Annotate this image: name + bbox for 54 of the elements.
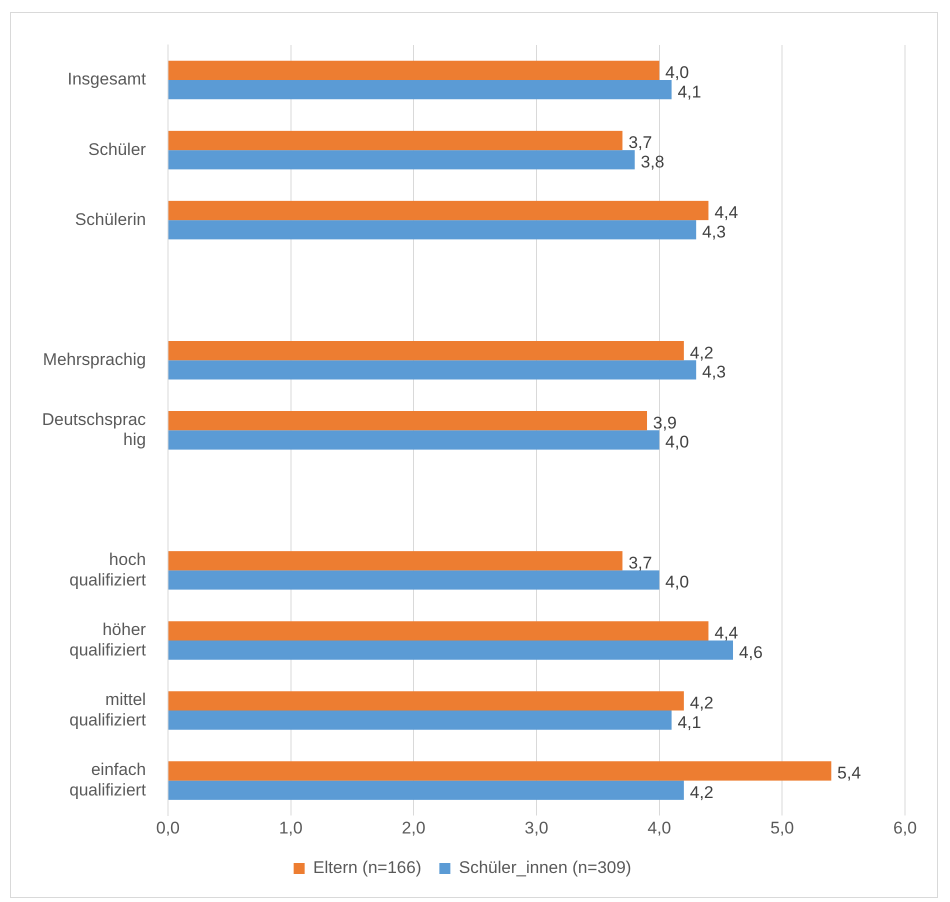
bar	[168, 570, 660, 590]
bar	[168, 340, 684, 360]
data-label: 4,6	[739, 642, 763, 662]
data-label: 4,4	[714, 624, 738, 643]
data-label: 4,0	[665, 432, 689, 452]
y-tick-label: Mehrsprachig	[42, 350, 146, 369]
data-label: 4,1	[678, 712, 702, 732]
data-label: 3,7	[628, 133, 652, 152]
x-tick-label: 4,0	[647, 818, 672, 838]
bar	[168, 200, 708, 220]
data-label: 3,8	[640, 152, 664, 172]
data-label: 4,2	[690, 343, 714, 362]
y-tick-label: einfach qualifiziert	[69, 760, 146, 800]
data-label: 3,9	[653, 413, 677, 432]
x-tick-label: 6,0	[893, 818, 917, 838]
legend-label: Schüler_innen (n=309)	[458, 858, 632, 878]
bar	[168, 130, 622, 150]
y-tick-label: Schülerin	[75, 210, 146, 229]
bar	[168, 551, 622, 570]
data-label: 3,7	[628, 553, 652, 572]
y-tick-label: hoch qualifiziert	[69, 550, 146, 590]
bar	[168, 691, 684, 711]
data-label: 4,2	[690, 782, 714, 802]
bar	[168, 710, 672, 730]
data-label: 4,2	[690, 694, 714, 713]
y-tick-label: Insgesamt	[67, 70, 146, 89]
data-label: 5,4	[837, 764, 861, 783]
bar	[168, 411, 648, 430]
y-tick-label: Schüler	[88, 140, 146, 159]
bar	[168, 80, 672, 100]
data-label: 4,1	[678, 82, 702, 102]
bar	[168, 780, 684, 800]
y-tick-label: höher qualifiziert	[69, 620, 146, 660]
bar	[168, 640, 734, 660]
data-label: 4,0	[665, 572, 689, 592]
bar	[168, 761, 832, 781]
legend-label: Eltern (n=166)	[313, 858, 422, 878]
x-tick-label: 1,0	[278, 818, 303, 838]
bar	[168, 430, 660, 450]
bar	[168, 150, 635, 170]
x-tick-label: 5,0	[770, 818, 794, 838]
bar	[168, 220, 696, 240]
y-tick-label: mittel qualifiziert	[69, 690, 146, 730]
data-label: 4,3	[702, 362, 726, 382]
x-tick-label: 2,0	[402, 818, 426, 838]
bar	[168, 621, 708, 640]
y-tick-label: Deutschsprachig	[42, 410, 146, 450]
bar	[168, 60, 660, 80]
data-label: 4,3	[702, 222, 726, 242]
x-tick-label: 0,0	[156, 818, 180, 838]
x-tick-label: 3,0	[524, 818, 548, 838]
bar	[168, 360, 696, 380]
data-label: 4,4	[714, 203, 738, 222]
data-label: 4,0	[665, 63, 689, 82]
